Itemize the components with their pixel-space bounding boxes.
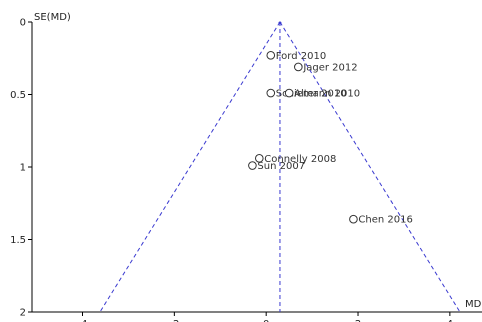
funnel-left-limit	[99, 21, 281, 313]
study-label: Jager 2012	[302, 62, 357, 73]
study-marker	[294, 62, 303, 72]
study-marker	[349, 214, 358, 224]
study-marker	[266, 51, 276, 60]
study-label: Alter 2010	[294, 89, 346, 100]
study-marker	[248, 161, 257, 170]
study-label: Schiemann 2010	[276, 89, 360, 100]
x-tick-label: 4	[447, 319, 453, 322]
study-marker	[254, 154, 264, 163]
y-tick-label: 2	[20, 308, 26, 319]
y-tick-label: 0.5	[10, 90, 26, 101]
x-axis-title: MD	[465, 299, 482, 310]
x-tick-label: -2	[169, 319, 179, 322]
y-tick-label: 0	[20, 18, 26, 29]
study-marker	[284, 88, 294, 98]
x-tick-label: 0	[263, 319, 269, 322]
study-label: Ford 2010	[276, 51, 326, 62]
study-label: Chen 2016	[358, 215, 412, 226]
study-label: Sun 2007	[257, 161, 305, 172]
study-label: Connelly 2008	[264, 154, 336, 165]
funnel-apex-marker	[278, 21, 282, 25]
x-tick-label: -4	[78, 319, 88, 322]
study-marker	[266, 88, 276, 98]
y-tick-label: 1.5	[10, 235, 26, 246]
x-tick-label: 2	[355, 319, 361, 322]
y-tick-label: 1	[20, 163, 26, 174]
y-axis-title: SE(MD)	[34, 12, 71, 23]
funnel-right-limit	[279, 21, 461, 313]
